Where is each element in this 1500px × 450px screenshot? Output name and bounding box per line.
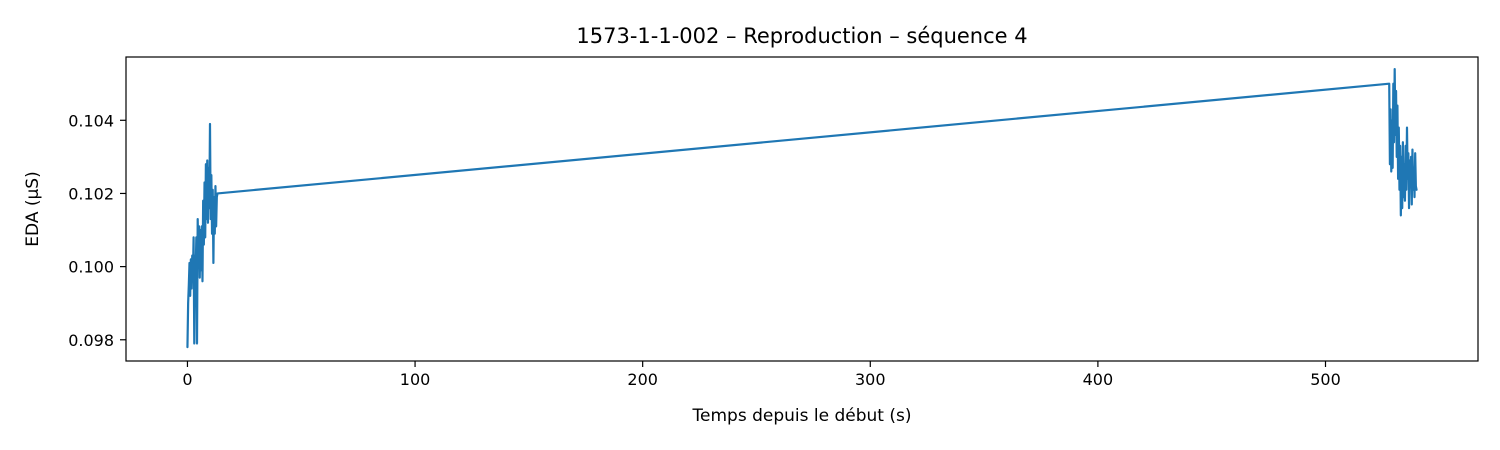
series-line-0	[186, 67, 1418, 349]
x-tick-label: 0	[182, 370, 192, 389]
y-tick-label: 0.104	[68, 111, 114, 130]
plot-frame	[125, 56, 1479, 362]
y-axis-label: EDA (µS)	[23, 171, 43, 246]
y-tick-label: 0.098	[68, 331, 114, 350]
y-axis: 0.098 0.100 0.102 0.104	[68, 111, 126, 350]
x-axis-label: Temps depuis le début (s)	[692, 406, 912, 426]
chart-title: 1573-1-1-002 – Reproduction – séquence 4	[576, 24, 1027, 48]
y-tick-label: 0.100	[68, 258, 114, 277]
x-tick-label: 100	[400, 370, 431, 389]
y-tick-label: 0.102	[68, 184, 114, 203]
x-tick-label: 200	[627, 370, 658, 389]
plot-area	[186, 67, 1418, 349]
x-tick-label: 500	[1310, 370, 1341, 389]
x-tick-label: 400	[1083, 370, 1114, 389]
x-tick-label: 300	[855, 370, 886, 389]
x-axis: 0 100 200 300 400 500	[182, 361, 1341, 389]
